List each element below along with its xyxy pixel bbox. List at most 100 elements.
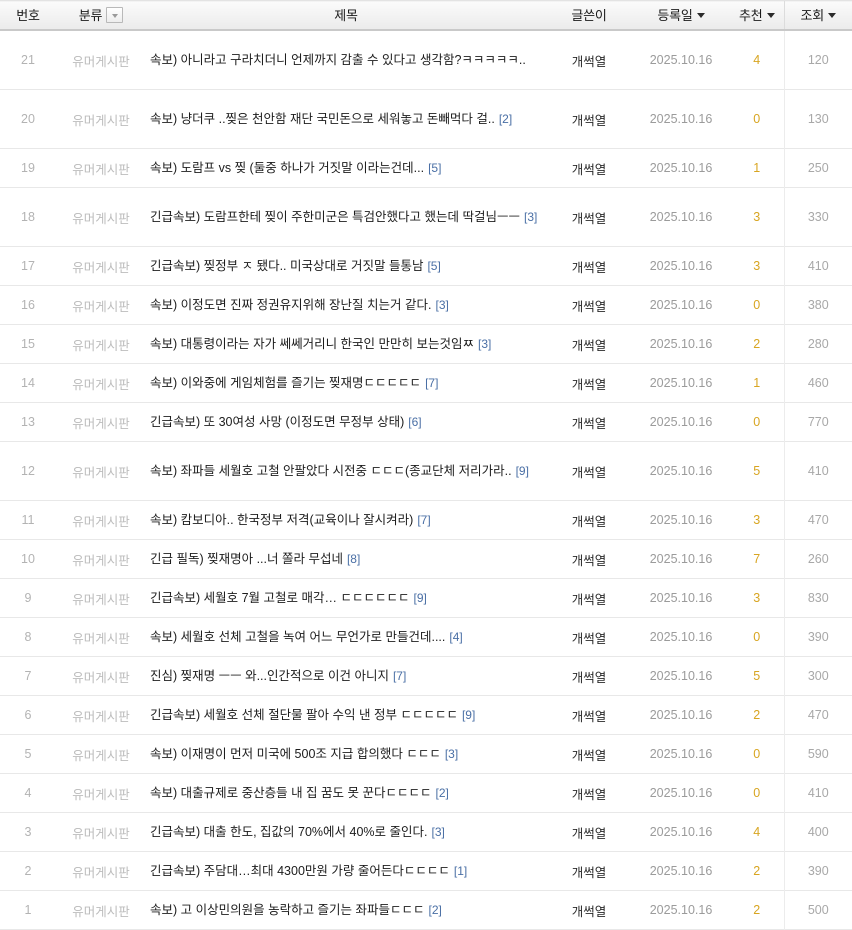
row-comment-count[interactable]: [7]	[392, 669, 407, 683]
row-title-link[interactable]: 긴급속보) 세월호 7월 고철로 매각… ㄷㄷㄷㄷㄷㄷ	[150, 591, 410, 605]
row-comment-count[interactable]: [9]	[461, 708, 476, 722]
row-author[interactable]: 개썩열	[571, 826, 607, 841]
row-title-link[interactable]: 속보) 대출규제로 중산층들 내 집 꿈도 못 꾼다ㄷㄷㄷㄷ	[150, 786, 432, 800]
row-author[interactable]: 개썩열	[571, 631, 607, 646]
row-author[interactable]: 개썩열	[571, 260, 607, 275]
row-comment-count[interactable]: [7]	[425, 376, 439, 390]
column-header-title[interactable]: 제목	[146, 0, 546, 31]
table-row[interactable]: 1 유머게시판 속보) 고 이상민의원을 농락하고 즐기는 좌파들ㄷㄷㄷ [2] 개썩열…	[0, 890, 852, 930]
row-comment-count[interactable]: [6]	[408, 415, 422, 429]
row-comment-count[interactable]: [7]	[417, 513, 431, 527]
row-category[interactable]: 유머게시판	[72, 377, 130, 392]
row-title-link[interactable]: 긴급속보) 도람프한테 찢이 주한미군은 특검안했다고 했는데 딱걸님ㅡㅡ	[150, 210, 521, 224]
row-author[interactable]: 개썩열	[571, 299, 607, 314]
table-row[interactable]: 4 유머게시판 속보) 대출규제로 중산층들 내 집 꿈도 못 꾼다ㄷㄷㄷㄷ [2] 개…	[0, 773, 852, 813]
row-title-link[interactable]: 속보) 아니라고 구라치더니 언제까지 감출 수 있다고 생각함?ㅋㅋㅋㅋㅋ..	[150, 53, 526, 67]
row-title-cell[interactable]: 속보) 이재명이 먼저 미국에 500조 지급 합의했다 ㄷㄷㄷ [3]	[146, 735, 546, 774]
row-category[interactable]: 유머게시판	[72, 260, 130, 275]
row-title-cell[interactable]: 긴급속보) 찢정부 ㅈ 됐다.. 미국상대로 거짓말 들통남 [5]	[146, 247, 546, 286]
row-title-cell[interactable]: 긴급속보) 대출 한도, 집값의 70%에서 40%로 줄인다. [3]	[146, 813, 546, 852]
row-author[interactable]: 개썩열	[571, 465, 607, 480]
row-title-link[interactable]: 긴급속보) 대출 한도, 집값의 70%에서 40%로 줄인다.	[150, 825, 428, 839]
row-title-cell[interactable]: 속보) 냥더쿠 ..찢은 천안함 재단 국민돈으로 세워놓고 돈빼먹다 걸..[…	[146, 90, 546, 149]
row-comment-count[interactable]: [3]	[431, 825, 445, 839]
row-title-link[interactable]: 속보) 이정도면 진짜 정권유지위해 장난질 치는거 같다.	[150, 298, 432, 312]
row-category[interactable]: 유머게시판	[72, 514, 130, 529]
row-author[interactable]: 개썩열	[571, 377, 607, 392]
row-category[interactable]: 유머게시판	[72, 553, 130, 568]
row-author[interactable]: 개썩열	[571, 113, 607, 128]
row-category[interactable]: 유머게시판	[72, 670, 130, 685]
row-author[interactable]: 개썩열	[571, 904, 607, 919]
column-header-views[interactable]: 조회	[783, 0, 852, 31]
row-author[interactable]: 개썩열	[571, 865, 607, 880]
row-title-link[interactable]: 진심) 찢재명 ㅡㅡ 와...인간적으로 이건 아니지	[150, 669, 389, 683]
table-row[interactable]: 13 유머게시판 긴급속보) 또 30여성 사망 (이정도면 무정부 상태) [6] 개…	[0, 402, 852, 442]
row-title-link[interactable]: 긴급 필독) 찢재명아 ...너 쫄라 무섭네	[150, 552, 343, 566]
row-category[interactable]: 유머게시판	[72, 338, 130, 353]
table-row[interactable]: 2 유머게시판 긴급속보) 주담대…최대 4300만원 가량 줄어든다ㄷㄷㄷㄷ [1]…	[0, 851, 852, 891]
row-comment-count[interactable]: [3]	[435, 298, 449, 312]
row-author[interactable]: 개썩열	[571, 709, 607, 724]
row-title-link[interactable]: 속보) 대통령이라는 자가 쎄쎄거리니 한국인 만만히 보는것임ㅉ	[150, 337, 475, 351]
row-title-link[interactable]: 속보) 냥더쿠 ..찢은 천안함 재단 국민돈으로 세워놓고 돈빼먹다 걸..	[150, 112, 495, 126]
row-author[interactable]: 개썩열	[571, 670, 607, 685]
row-title-link[interactable]: 속보) 좌파들 세월호 고철 안팔았다 시전중 ㄷㄷㄷ(종교단체 저리가라..	[150, 464, 512, 478]
table-row[interactable]: 9 유머게시판 긴급속보) 세월호 7월 고철로 매각… ㄷㄷㄷㄷㄷㄷ [9] 개썩열 2…	[0, 578, 852, 618]
table-row[interactable]: 5 유머게시판 속보) 이재명이 먼저 미국에 500조 지급 합의했다 ㄷㄷㄷ [3…	[0, 734, 852, 774]
row-comment-count[interactable]: [9]	[413, 591, 427, 605]
table-row[interactable]: 19 유머게시판 속보) 도람프 vs 찢 (둘중 하나가 거짓말 이라는건데...…	[0, 148, 852, 188]
caret-down-icon[interactable]	[828, 12, 837, 18]
row-author[interactable]: 개썩열	[571, 514, 607, 529]
row-author[interactable]: 개썩열	[571, 787, 607, 802]
row-category[interactable]: 유머게시판	[72, 54, 130, 69]
row-author[interactable]: 개썩열	[571, 592, 607, 607]
row-title-cell[interactable]: 긴급속보) 도람프한테 찢이 주한미군은 특검안했다고 했는데 딱걸님ㅡㅡ [3]	[146, 188, 546, 247]
row-title-cell[interactable]: 속보) 대출규제로 중산층들 내 집 꿈도 못 꾼다ㄷㄷㄷㄷ [2]	[146, 774, 546, 813]
row-title-link[interactable]: 속보) 도람프 vs 찢 (둘중 하나가 거짓말 이라는건데...	[150, 161, 425, 175]
row-category[interactable]: 유머게시판	[72, 416, 130, 431]
caret-down-icon[interactable]	[696, 12, 705, 18]
row-title-link[interactable]: 속보) 이와중에 게임체험를 즐기는 찢재명ㄷㄷㄷㄷㄷ	[150, 376, 422, 390]
row-title-cell[interactable]: 속보) 고 이상민의원을 농락하고 즐기는 좌파들ㄷㄷㄷ [2]	[146, 891, 546, 930]
row-author[interactable]: 개썩열	[571, 54, 607, 69]
row-title-link[interactable]: 긴급속보) 또 30여성 사망 (이정도면 무정부 상태)	[150, 415, 405, 429]
row-author[interactable]: 개썩열	[571, 553, 607, 568]
table-row[interactable]: 8 유머게시판 속보) 세월호 선체 고철을 녹여 어느 무언가로 만들건데....…	[0, 617, 852, 657]
row-title-cell[interactable]: 속보) 대통령이라는 자가 쎄쎄거리니 한국인 만만히 보는것임ㅉ [3]	[146, 325, 546, 364]
row-category[interactable]: 유머게시판	[72, 709, 130, 724]
row-comment-count[interactable]: [3]	[524, 210, 538, 224]
table-row[interactable]: 14 유머게시판 속보) 이와중에 게임체험를 즐기는 찢재명ㄷㄷㄷㄷㄷ [7] 개썩열…	[0, 363, 852, 403]
table-row[interactable]: 18 유머게시판 긴급속보) 도람프한테 찢이 주한미군은 특검안했다고 했는데 딱…	[0, 187, 852, 247]
column-header-category[interactable]: 분류	[56, 0, 146, 31]
row-title-cell[interactable]: 긴급속보) 주담대…최대 4300만원 가량 줄어든다ㄷㄷㄷㄷ [1]	[146, 852, 546, 891]
row-comment-count[interactable]: [2]	[428, 903, 442, 917]
table-row[interactable]: 11 유머게시판 속보) 캄보디아.. 한국정부 저격(교육이나 잘시켜라) [7] 개…	[0, 500, 852, 540]
row-title-cell[interactable]: 속보) 세월호 선체 고철을 녹여 어느 무언가로 만들건데.... [4]	[146, 618, 546, 657]
row-category[interactable]: 유머게시판	[72, 211, 130, 226]
row-comment-count[interactable]: [2]	[435, 786, 449, 800]
row-category[interactable]: 유머게시판	[72, 826, 130, 841]
row-category[interactable]: 유머게시판	[72, 465, 130, 480]
column-header-author[interactable]: 글쓴이	[546, 0, 632, 31]
row-author[interactable]: 개썩열	[571, 416, 607, 431]
row-category[interactable]: 유머게시판	[72, 113, 130, 128]
row-category[interactable]: 유머게시판	[72, 592, 130, 607]
table-row[interactable]: 10 유머게시판 긴급 필독) 찢재명아 ...너 쫄라 무섭네 [8] 개썩열 2025…	[0, 539, 852, 579]
row-comment-count[interactable]: [4]	[449, 630, 463, 644]
row-comment-count[interactable]: [3]	[444, 747, 459, 761]
row-title-cell[interactable]: 긴급 필독) 찢재명아 ...너 쫄라 무섭네 [8]	[146, 540, 546, 579]
table-row[interactable]: 15 유머게시판 속보) 대통령이라는 자가 쎄쎄거리니 한국인 만만히 보는것임ㅉ…	[0, 324, 852, 364]
row-author[interactable]: 개썩열	[571, 748, 607, 763]
table-row[interactable]: 17 유머게시판 긴급속보) 찢정부 ㅈ 됐다.. 미국상대로 거짓말 들통남 [5]…	[0, 246, 852, 286]
row-author[interactable]: 개썩열	[571, 162, 607, 177]
table-row[interactable]: 20 유머게시판 속보) 냥더쿠 ..찢은 천안함 재단 국민돈으로 세워놓고 돈빼…	[0, 89, 852, 149]
row-title-cell[interactable]: 속보) 이와중에 게임체험를 즐기는 찢재명ㄷㄷㄷㄷㄷ [7]	[146, 364, 546, 403]
column-header-recommend[interactable]: 추천	[730, 0, 784, 31]
row-title-link[interactable]: 속보) 캄보디아.. 한국정부 저격(교육이나 잘시켜라)	[150, 513, 414, 527]
row-category[interactable]: 유머게시판	[72, 631, 130, 646]
row-comment-count[interactable]: [3]	[478, 337, 492, 351]
row-category[interactable]: 유머게시판	[72, 299, 130, 314]
row-comment-count[interactable]: [5]	[428, 161, 442, 175]
row-title-link[interactable]: 긴급속보) 찢정부 ㅈ 됐다.. 미국상대로 거짓말 들통남	[150, 259, 424, 273]
